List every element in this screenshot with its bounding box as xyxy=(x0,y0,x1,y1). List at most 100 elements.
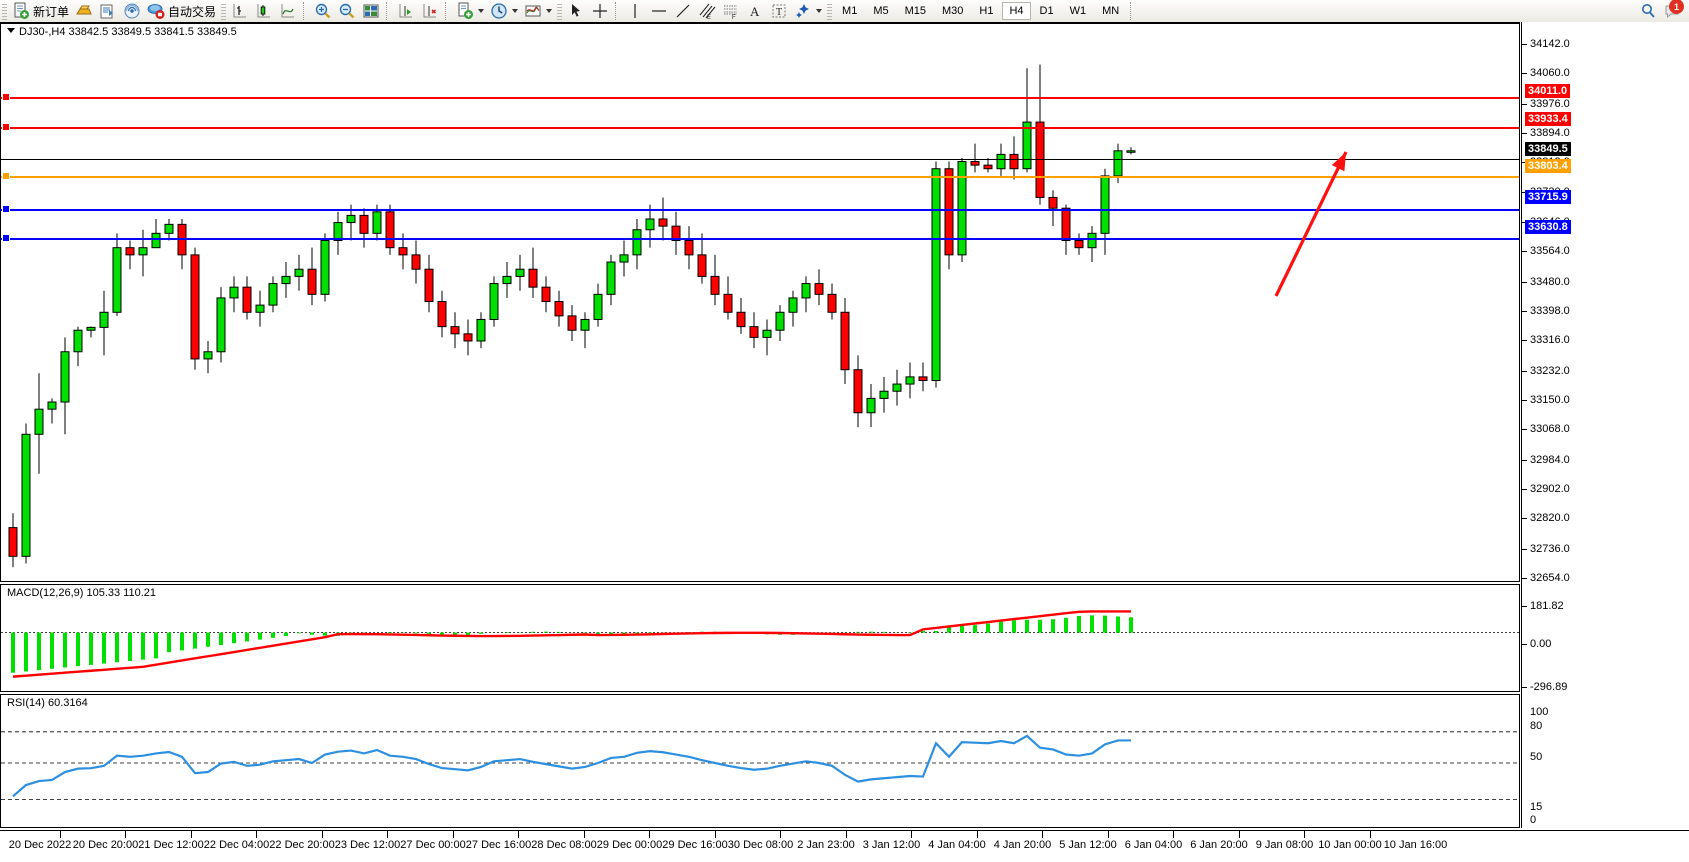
hline-support-1[interactable] xyxy=(1,209,1519,211)
price-tick-label: 32820.0 xyxy=(1530,512,1570,525)
timeframe-m15[interactable]: M15 xyxy=(904,5,926,17)
time-tick xyxy=(190,831,192,838)
trendline-button[interactable] xyxy=(671,1,695,21)
hline-handle-order-level[interactable] xyxy=(2,172,10,180)
hline-resistance-1[interactable] xyxy=(1,97,1519,99)
templates-button[interactable] xyxy=(521,1,555,21)
price-tick xyxy=(1522,162,1527,164)
price-tick xyxy=(1522,251,1527,253)
time-tick-label: 20 Dec 20:00 xyxy=(72,839,139,851)
data-window-button[interactable] xyxy=(359,1,383,21)
timeframe-w1[interactable]: W1 xyxy=(1069,5,1087,17)
cursor-button[interactable] xyxy=(564,1,588,21)
zoom-in-button[interactable] xyxy=(311,1,335,21)
notification-badge: 1 xyxy=(1669,0,1684,14)
hline-handle-resistance-1[interactable] xyxy=(2,93,10,101)
price-level-chip[interactable]: 33803.4 xyxy=(1525,158,1571,173)
text-button[interactable]: A xyxy=(743,1,767,21)
symbol-caret-down-icon[interactable] xyxy=(7,28,15,33)
bar-chart-button[interactable] xyxy=(228,1,252,21)
search-icon[interactable] xyxy=(1639,2,1657,20)
macd-tick xyxy=(1522,687,1527,688)
price-tick xyxy=(1522,370,1527,372)
time-tick-label: 3 Jan 12:00 xyxy=(862,839,921,851)
time-tick-label: 4 Jan 20:00 xyxy=(993,839,1052,851)
signal-icon xyxy=(123,2,141,20)
shapes-button[interactable] xyxy=(791,1,825,21)
time-tick xyxy=(452,831,454,838)
macd-tick-label: 0.00 xyxy=(1530,638,1552,650)
macd-pane[interactable]: MACD(12,26,9) 105.33 110.21 xyxy=(0,584,1520,692)
hline-resistance-2[interactable] xyxy=(1,127,1519,129)
price-level-chip[interactable]: 33849.5 xyxy=(1525,141,1571,156)
time-tick-label: 21 Dec 12:00 xyxy=(138,839,204,851)
time-tick xyxy=(780,831,781,838)
templates-chevron-down-icon[interactable] xyxy=(546,9,553,13)
autotrading-icon xyxy=(147,2,165,20)
price-tick-label: 32984.0 xyxy=(1530,453,1570,466)
zoom-out-icon xyxy=(338,2,356,20)
timeframe-mn[interactable]: MN xyxy=(1102,5,1120,17)
auto-scroll-button[interactable] xyxy=(394,1,418,21)
price-tick-label: 32654.0 xyxy=(1530,572,1570,584)
rsi-pane[interactable]: RSI(14) 60.3164 xyxy=(0,694,1520,828)
toolbar-grip[interactable] xyxy=(2,2,7,20)
shapes-chevron-down-icon[interactable] xyxy=(816,9,823,13)
fibonacci-button[interactable]: F xyxy=(719,1,743,21)
hline-order-level[interactable] xyxy=(1,176,1519,178)
terminal-button[interactable] xyxy=(96,1,120,21)
period-button[interactable] xyxy=(487,1,521,21)
hline-support-2[interactable] xyxy=(1,238,1519,240)
time-tick-label: 27 Dec 00:00 xyxy=(400,839,466,851)
rsi-tick-label: 80 xyxy=(1530,720,1543,732)
notifications-icon[interactable]: 1 xyxy=(1663,0,1684,20)
price-level-chip[interactable]: 33933.4 xyxy=(1525,111,1571,126)
price-level-chip[interactable]: 34011.0 xyxy=(1525,84,1571,98)
zoom-out-button[interactable] xyxy=(335,1,359,21)
timeframe-group: M1 M5 M15 M30 H1 H4 D1 W1 MN xyxy=(834,2,1127,20)
price-tick-label: 33398.0 xyxy=(1530,305,1570,317)
hline-handle-resistance-2[interactable] xyxy=(2,123,10,131)
price-tick xyxy=(1522,459,1527,461)
price-pane[interactable]: DJ30-,H4 33842.5 33849.5 33841.5 33849.5 xyxy=(0,22,1520,582)
new-order-button[interactable]: 新订单 xyxy=(9,1,72,21)
text-label-button[interactable]: T xyxy=(767,1,791,21)
vertical-line-button[interactable] xyxy=(623,1,647,21)
price-axis[interactable]: 34142.034060.033976.033894.033812.033730… xyxy=(1521,22,1689,828)
crosshair-button[interactable] xyxy=(588,1,612,21)
timeframe-h1[interactable]: H1 xyxy=(979,5,994,17)
timeframe-d1[interactable]: D1 xyxy=(1039,5,1054,17)
period-chevron-down-icon[interactable] xyxy=(512,9,519,13)
toolbar-grip-4[interactable] xyxy=(827,2,833,20)
rsi-tick-label: 50 xyxy=(1530,751,1543,763)
price-tick xyxy=(1522,518,1527,520)
autotrading-button[interactable]: 自动交易 xyxy=(144,1,219,21)
toolbar-grip-2[interactable] xyxy=(221,2,227,20)
rsi-label: RSI(14) 60.3164 xyxy=(7,697,88,709)
indicators-button[interactable] xyxy=(453,1,487,21)
indicators-chevron-down-icon[interactable] xyxy=(478,9,485,13)
toolbar-grip-3[interactable] xyxy=(557,2,563,20)
price-level-chip[interactable]: 33715.9 xyxy=(1525,189,1571,204)
equidistant-channel-button[interactable]: E xyxy=(695,1,719,21)
time-axis[interactable]: 20 Dec 2022 20 Dec 20:00 21 Dec 12:00 22 De… xyxy=(0,830,1689,862)
timeframe-h4[interactable]: H4 xyxy=(1002,2,1031,20)
candlestick-chart-button[interactable] xyxy=(252,1,276,21)
chart-shift-button[interactable] xyxy=(418,1,442,21)
hline-current-price[interactable] xyxy=(1,159,1519,160)
chart-area[interactable]: DJ30-,H4 33842.5 33849.5 33841.5 33849.5… xyxy=(0,22,1689,862)
horizontal-line-button[interactable] xyxy=(647,1,671,21)
timeframe-m5[interactable]: M5 xyxy=(873,5,889,17)
hline-handle-support-1[interactable] xyxy=(2,205,10,213)
price-level-chip[interactable]: 33630.8 xyxy=(1525,220,1571,235)
period-icon xyxy=(490,2,508,20)
time-tick xyxy=(387,831,388,838)
hline-handle-support-2[interactable] xyxy=(2,234,10,242)
timeframe-m1[interactable]: M1 xyxy=(842,5,858,17)
time-tick-label: 9 Jan 08:00 xyxy=(1255,839,1314,851)
gold-bar-button[interactable] xyxy=(72,1,96,21)
time-tick-label: 28 Dec 08:00 xyxy=(531,839,597,851)
signals-button[interactable] xyxy=(120,1,144,21)
line-chart-button[interactable] xyxy=(276,1,300,21)
timeframe-m30[interactable]: M30 xyxy=(942,5,964,17)
